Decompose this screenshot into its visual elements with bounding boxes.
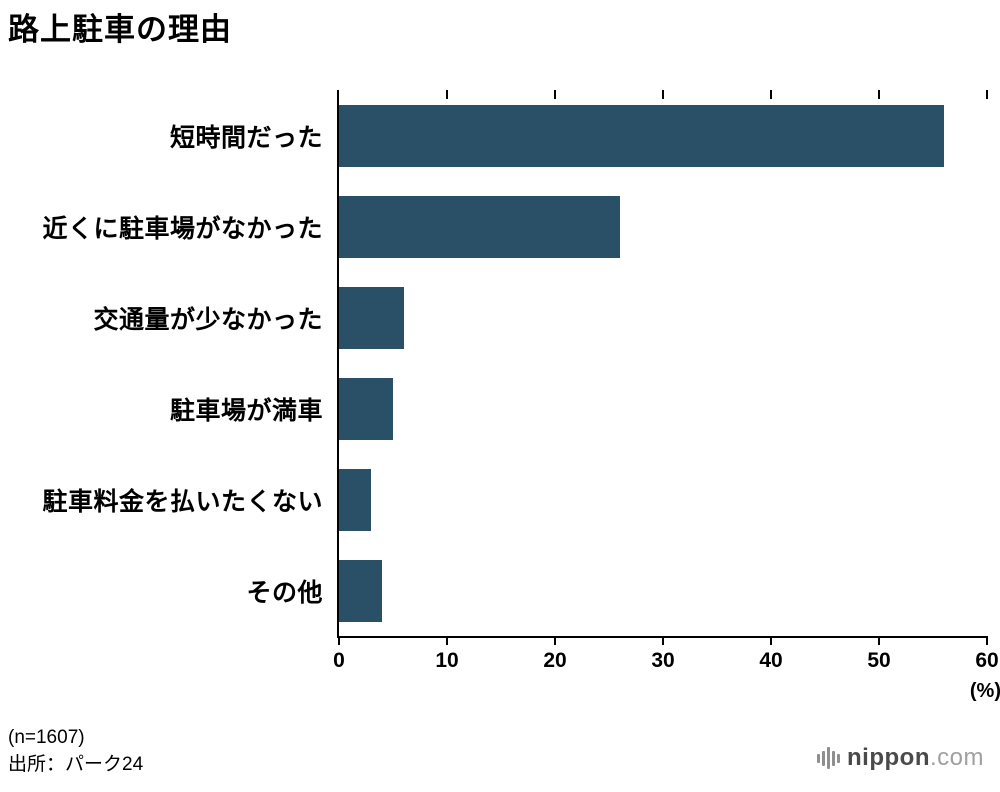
category-label: 近くに駐車場がなかった: [42, 214, 323, 243]
logo-text-suffix: .com: [929, 744, 984, 771]
axis-tick: [446, 90, 448, 99]
chart-row: 交通量が少なかった: [93, 272, 987, 363]
sample-size-note: (n=1607): [8, 727, 85, 748]
axis-tick: [662, 636, 664, 645]
axis-tick: [878, 636, 880, 645]
axis-tick-label: 60: [975, 649, 999, 672]
bar: [339, 286, 404, 349]
axis-tick-label: 40: [759, 649, 783, 672]
bar: [339, 377, 393, 440]
chart-footer: (n=1607) 出所：パーク24: [8, 724, 143, 778]
axis-tick: [446, 636, 448, 645]
category-label: 駐車料金を払いたくない: [42, 487, 323, 516]
axis-tick: [554, 90, 556, 99]
chart-row: その他: [246, 545, 987, 636]
axis-tick-label: 50: [867, 649, 891, 672]
bar: [339, 468, 372, 531]
category-label: 短時間だった: [169, 123, 323, 152]
chart-row: 駐車料金を払いたくない: [42, 454, 987, 545]
logo-text: nippon.com: [847, 744, 984, 772]
axis-tick-label: 0: [333, 649, 345, 672]
bar: [339, 559, 383, 622]
bar-chart: (%) 短時間だった近くに駐車場がなかった交通量が少なかった駐車場が満車駐車料金…: [42, 90, 1000, 702]
axis-tick-label: 10: [435, 649, 459, 672]
axis-tick: [770, 636, 772, 645]
axis-tick: [986, 90, 988, 99]
axis-tick-label: 20: [543, 649, 567, 672]
category-label: その他: [246, 578, 323, 607]
axis-tick: [662, 90, 664, 99]
axis-tick-label: 30: [651, 649, 675, 672]
category-label: 駐車場が満車: [169, 396, 323, 425]
bar: [339, 195, 620, 258]
category-label: 交通量が少なかった: [93, 305, 323, 334]
logo-text-main: nippon: [847, 744, 930, 771]
chart-row: 短時間だった: [170, 90, 987, 181]
nippon-logo: nippon.com: [817, 744, 984, 772]
source-note: 出所：パーク24: [8, 754, 144, 775]
chart-row: 駐車場が満車: [170, 363, 987, 454]
soundwave-icon: [817, 745, 841, 771]
bar: [339, 104, 944, 167]
axis-tick: [986, 636, 988, 645]
axis-tick: [338, 636, 340, 645]
chart-row: 近くに駐車場がなかった: [42, 181, 987, 272]
axis-tick: [554, 636, 556, 645]
axis-unit-label: (%): [969, 680, 1000, 702]
chart-title: 路上駐車の理由: [8, 12, 232, 47]
axis-tick: [878, 90, 880, 99]
axis-tick: [770, 90, 772, 99]
